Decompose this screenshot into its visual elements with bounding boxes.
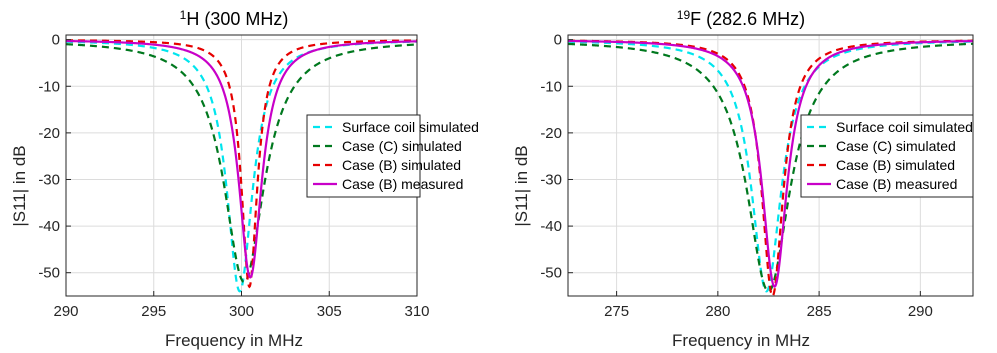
y-tick-label: 0 xyxy=(554,32,562,49)
y-axis-label: |S11| in dB xyxy=(512,145,531,226)
x-tick-label: 275 xyxy=(604,303,629,320)
y-tick-label: -50 xyxy=(38,265,60,282)
x-tick-label: 300 xyxy=(229,303,254,320)
x-tick-label: 295 xyxy=(141,303,166,320)
chart-1h: 1H (300 MHz) Frequency in MHz |S11| in d… xyxy=(10,8,479,350)
series-group xyxy=(568,39,973,296)
y-tick-label: -30 xyxy=(38,171,60,188)
y-tick-label: -40 xyxy=(540,218,562,235)
chart-title: 1H (300 MHz) xyxy=(180,8,289,29)
series-line-1 xyxy=(66,43,417,284)
x-tick-label: 280 xyxy=(705,303,730,320)
series-line-3 xyxy=(568,39,973,288)
chart-19f: 19F (282.6 MHz) Frequency in MHz |S11| i… xyxy=(512,8,974,350)
y-axis-label: |S11| in dB xyxy=(10,145,29,226)
x-tick-label: 285 xyxy=(807,303,832,320)
y-tick-label: 0 xyxy=(52,32,60,49)
chart-title: 19F (282.6 MHz) xyxy=(677,8,805,29)
series-line-3 xyxy=(66,39,417,279)
legend: Surface coil simulated Case (C) simulated… xyxy=(800,114,974,198)
legend-entry: Case (C) simulated xyxy=(836,138,956,154)
x-tick-label: 305 xyxy=(317,303,342,320)
legend-entry: Case (B) simulated xyxy=(836,157,955,173)
series-line-2 xyxy=(568,39,973,296)
x-axis-label: Frequency in MHz xyxy=(672,331,810,350)
legend-entry: Surface coil simulated xyxy=(836,119,973,135)
legend-entry: Case (B) measured xyxy=(836,176,957,192)
legend-entry: Surface coil simulated xyxy=(342,119,479,135)
legend: Surface coil simulated Case (C) simulated… xyxy=(306,114,479,198)
x-tick-label: 290 xyxy=(53,303,78,320)
x-tick-label: 310 xyxy=(404,303,429,320)
title-superscript: 1 xyxy=(180,8,187,22)
y-tick-label: -10 xyxy=(38,78,60,95)
legend-entry: Case (B) measured xyxy=(342,176,463,192)
y-tick-label: -10 xyxy=(540,78,562,95)
x-axis-label: Frequency in MHz xyxy=(165,331,303,350)
y-tick-label: -30 xyxy=(540,171,562,188)
y-tick-label: -50 xyxy=(540,265,562,282)
series-line-2 xyxy=(66,39,417,289)
y-tick-label: -20 xyxy=(38,125,60,142)
legend-box xyxy=(800,114,974,198)
legend-entry: Case (B) simulated xyxy=(342,157,461,173)
title-superscript: 19 xyxy=(677,8,691,22)
y-tick-label: -40 xyxy=(38,218,60,235)
x-tick-label: 290 xyxy=(908,303,933,320)
title-main: H (300 MHz) xyxy=(186,9,288,29)
legend-entry: Case (C) simulated xyxy=(342,138,462,154)
series-group xyxy=(66,39,417,293)
y-tick-label: -20 xyxy=(540,125,562,142)
title-main: F (282.6 MHz) xyxy=(690,9,805,29)
